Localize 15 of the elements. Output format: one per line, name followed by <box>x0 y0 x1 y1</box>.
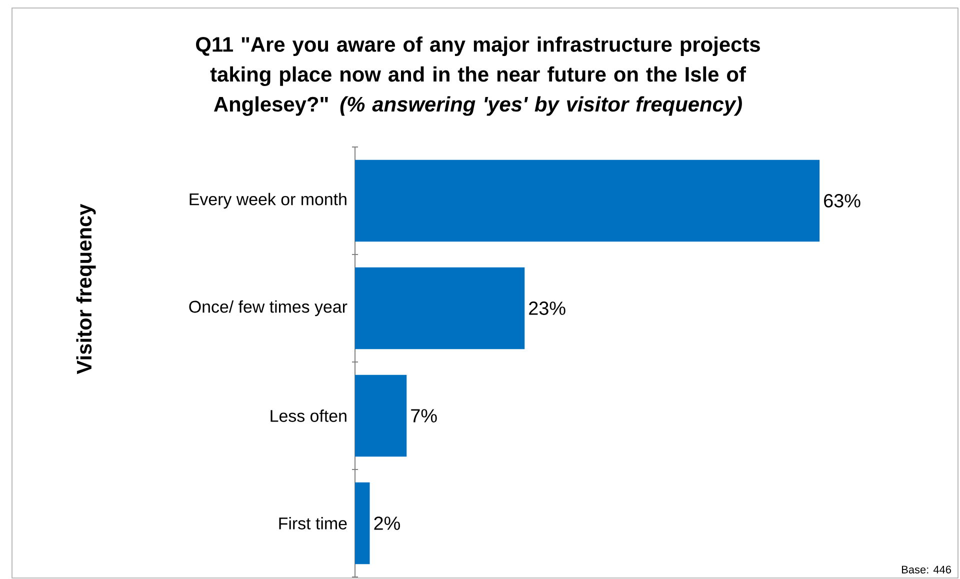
y-axis-title: Visitor frequency <box>76 204 96 374</box>
data-label: 23% <box>529 302 566 315</box>
y-tick-label: Every week or month <box>190 192 346 209</box>
data-label: 63% <box>824 194 860 208</box>
bar <box>355 267 525 350</box>
bar <box>355 482 370 564</box>
chart-title: Q11 "Are you aware of any major infrastructure projects taking place now and in the near future on the Isle of Anglesey?" (% answering 'yes' by visitor frequency) <box>196 36 760 116</box>
bar <box>355 374 407 457</box>
data-label: 2% <box>374 516 400 530</box>
text: Base: 446 <box>902 566 951 574</box>
bar <box>355 160 820 242</box>
y-tick-label: First time <box>279 517 347 530</box>
y-tick-label: Once/ few times year <box>189 300 348 316</box>
data-label: 7% <box>411 409 437 422</box>
y-tick-label: Less often <box>270 410 346 422</box>
